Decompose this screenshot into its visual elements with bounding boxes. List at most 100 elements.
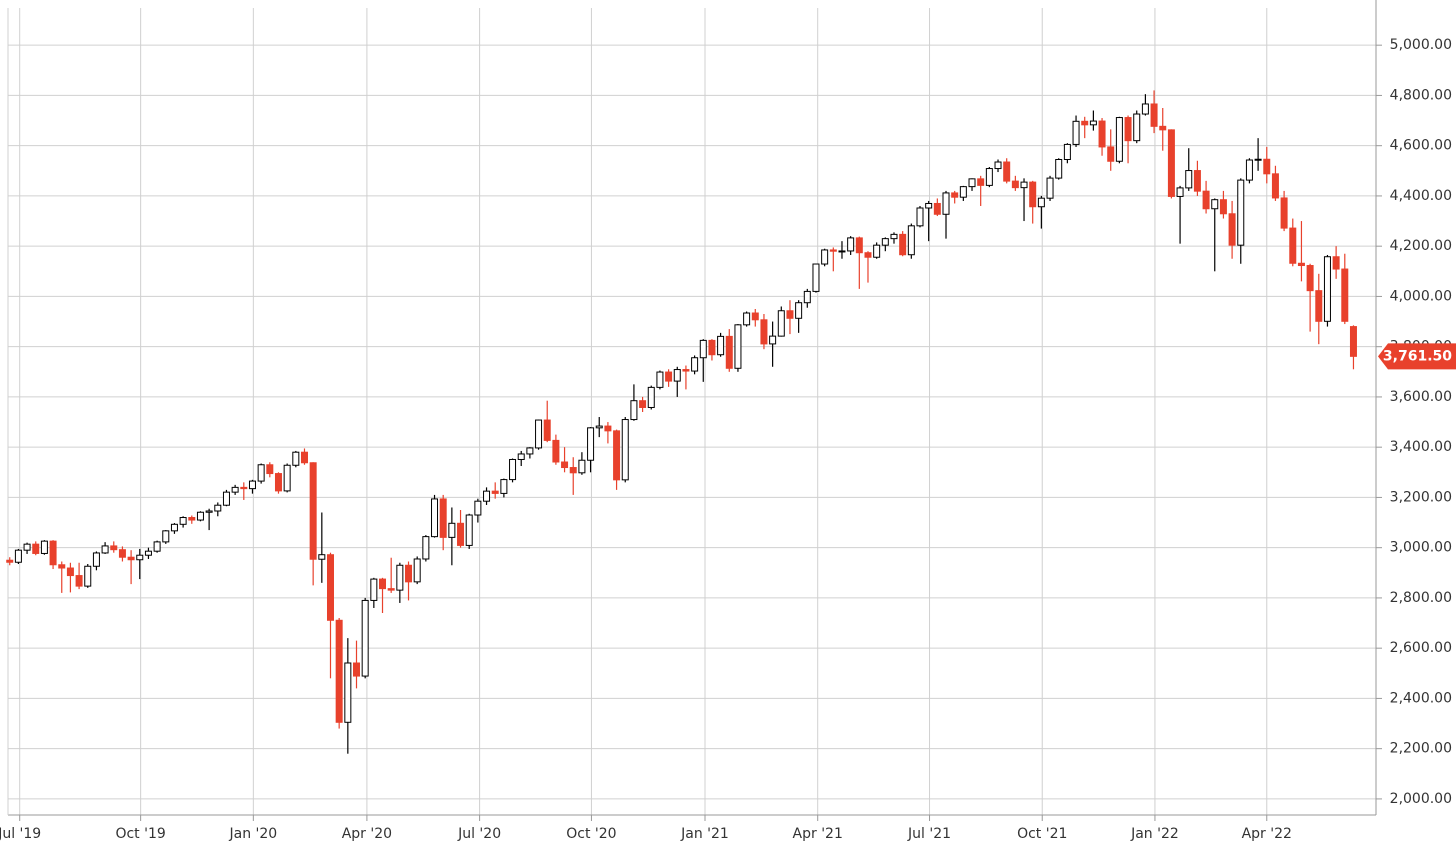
candle-body bbox=[535, 419, 543, 449]
candle-body bbox=[543, 419, 551, 441]
candle-body bbox=[1133, 113, 1141, 142]
candle-body bbox=[266, 464, 274, 475]
candle-body bbox=[413, 558, 421, 583]
candle-body bbox=[283, 464, 291, 492]
candle-body bbox=[1254, 158, 1262, 161]
candle-body bbox=[760, 319, 768, 345]
candle-body bbox=[483, 490, 491, 502]
candle-body bbox=[222, 491, 230, 506]
candle-body bbox=[1341, 268, 1349, 322]
candle-body bbox=[1332, 256, 1340, 270]
candle-body bbox=[23, 543, 31, 551]
x-tick-label: Jan '21 bbox=[680, 826, 729, 842]
candle-body bbox=[838, 250, 846, 253]
candle-body bbox=[1159, 125, 1167, 131]
candle-body bbox=[1055, 159, 1063, 179]
candle-body bbox=[370, 578, 378, 601]
candle-body bbox=[847, 237, 855, 252]
candle-body bbox=[344, 662, 352, 723]
candle-body bbox=[951, 192, 959, 198]
candle-body bbox=[769, 335, 777, 345]
candle-body bbox=[881, 238, 889, 246]
candle-body bbox=[170, 523, 178, 532]
candle-body bbox=[318, 554, 326, 560]
x-tick-label: Apr '22 bbox=[1242, 826, 1292, 842]
y-tick-label: 3,600.00 bbox=[1390, 389, 1452, 405]
candle-body bbox=[526, 447, 534, 455]
candle-body bbox=[925, 202, 933, 209]
candle-body bbox=[292, 451, 300, 466]
candle-body bbox=[795, 302, 803, 319]
candle-body bbox=[1185, 170, 1193, 189]
candle-body bbox=[84, 565, 92, 587]
candle-body bbox=[604, 425, 612, 432]
candle-body bbox=[1297, 262, 1305, 267]
candle-body bbox=[673, 369, 681, 382]
candle-body bbox=[803, 290, 811, 304]
candle-body bbox=[1150, 103, 1158, 127]
candle-body bbox=[968, 178, 976, 188]
candle-body bbox=[257, 464, 265, 482]
candle-body bbox=[517, 453, 525, 460]
candle-body bbox=[1141, 103, 1149, 115]
candle-body bbox=[66, 567, 74, 577]
candle-body bbox=[725, 335, 733, 369]
candle-body bbox=[552, 439, 560, 463]
candle-body bbox=[379, 578, 387, 590]
candle-body bbox=[136, 554, 144, 561]
candle-body bbox=[907, 225, 915, 256]
candle-body bbox=[994, 161, 1002, 170]
y-tick-label: 2,400.00 bbox=[1390, 690, 1452, 706]
candle-body bbox=[448, 522, 456, 538]
candle-body bbox=[1115, 117, 1123, 162]
candle-body bbox=[361, 599, 369, 677]
candle-body bbox=[734, 324, 742, 369]
last-price-label: 3,761.50 bbox=[1383, 348, 1452, 364]
y-tick-label: 4,600.00 bbox=[1390, 138, 1452, 154]
candle-body bbox=[474, 500, 482, 516]
candle-body bbox=[1349, 326, 1357, 357]
candle-body bbox=[812, 263, 820, 292]
candle-body bbox=[14, 549, 22, 563]
candle-body bbox=[144, 550, 152, 556]
candle-body bbox=[110, 545, 118, 551]
candle-body bbox=[32, 543, 40, 554]
candle-body bbox=[439, 498, 447, 538]
candle-body bbox=[1280, 197, 1288, 229]
candle-body bbox=[864, 252, 872, 258]
x-tick-label: Jul '21 bbox=[907, 826, 951, 842]
candle-body bbox=[977, 178, 985, 186]
candle-body bbox=[959, 186, 967, 198]
candle-body bbox=[196, 511, 204, 521]
candle-body bbox=[326, 554, 334, 621]
candle-body bbox=[717, 335, 725, 356]
candle-body bbox=[569, 467, 577, 474]
candle-body bbox=[855, 237, 863, 254]
candle-body bbox=[422, 536, 430, 560]
candle-body bbox=[153, 541, 161, 552]
candle-body bbox=[387, 588, 395, 591]
x-tick-label: Oct '20 bbox=[566, 826, 616, 842]
candle-body bbox=[309, 462, 317, 560]
candle-body bbox=[179, 517, 187, 525]
y-tick-label: 4,200.00 bbox=[1390, 238, 1452, 254]
candle-body bbox=[509, 458, 517, 481]
candle-body bbox=[777, 310, 785, 337]
candle-body bbox=[240, 486, 248, 490]
candle-body bbox=[353, 662, 361, 677]
candle-body bbox=[1176, 187, 1184, 197]
x-tick-label: Jan '20 bbox=[228, 826, 277, 842]
candle-body bbox=[1089, 120, 1097, 126]
x-tick-label: Oct '21 bbox=[1017, 826, 1067, 842]
candle-body bbox=[127, 556, 135, 561]
candle-body bbox=[431, 498, 439, 538]
candle-body bbox=[743, 312, 751, 326]
candle-body bbox=[1193, 170, 1201, 192]
y-tick-label: 4,400.00 bbox=[1390, 188, 1452, 204]
candle-body bbox=[699, 339, 707, 359]
candle-body bbox=[916, 207, 924, 227]
candle-body bbox=[1306, 265, 1314, 292]
y-tick-label: 2,800.00 bbox=[1390, 590, 1452, 606]
candle-body bbox=[873, 244, 881, 258]
